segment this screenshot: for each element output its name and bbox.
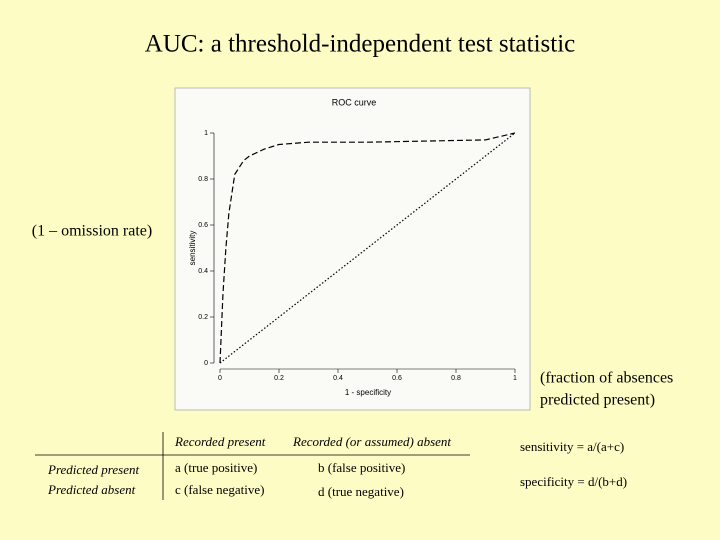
table-header: Recorded present [174,434,266,449]
y-axis-label: sensitivity [188,231,197,266]
roc-chart: ROC curve 1 - specificity sensitivity 0 0… [188,97,517,397]
formula: specificity = d/(b+d) [520,474,627,489]
x-tick-label: 0.4 [333,375,343,382]
y-tick-label: 0.8 [198,176,208,183]
table-cell: a (true positive) [175,460,257,475]
y-tick-label: 0.6 [198,222,208,229]
y-tick-label: 0 [204,360,208,367]
formula: sensitivity = a/(a+c) [520,439,624,454]
row-label: Predicted present [47,462,139,477]
chart-title: ROC curve [332,97,377,107]
table-cell: b (false positive) [318,460,405,475]
table-cell: d (true negative) [318,484,404,499]
x-tick-label: 1 [513,375,517,382]
y-tick-label: 0.4 [198,268,208,275]
x-axis-label: 1 - specificity [345,388,391,397]
x-note: predicted present) [540,392,655,409]
table-cell: c (false negative) [175,482,265,497]
y-tick-label: 0.2 [198,314,208,321]
x-tick-label: 0.2 [274,375,284,382]
x-tick-label: 0 [218,375,222,382]
x-tick-label: 0.8 [451,375,461,382]
chart-frame [174,87,531,411]
x-note: (fraction of absences [540,370,673,387]
y-tick-label: 1 [204,130,208,137]
y-note: (1 – omission rate) [32,223,152,240]
roc-line [219,132,516,364]
table-header: Recorded (or assumed) absent [292,434,451,449]
x-tick-label: 0.6 [392,375,402,382]
row-label: Predicted absent [47,482,136,497]
roc-line [219,132,516,364]
slide-title: AUC: a threshold-independent test statis… [145,31,575,58]
